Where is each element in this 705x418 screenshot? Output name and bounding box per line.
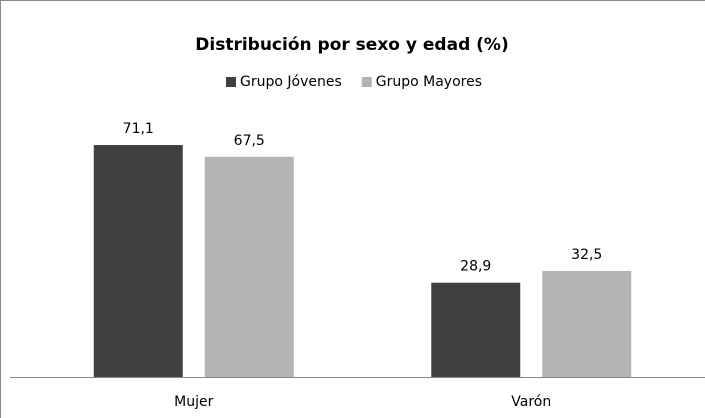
value-label: 32,5	[571, 247, 602, 263]
value-label: 28,9	[460, 259, 491, 275]
legend-label: Grupo Jóvenes	[240, 74, 342, 90]
x-tick-label: Varón	[511, 394, 551, 410]
x-tick-label: Mujer	[174, 394, 213, 410]
bar	[542, 270, 632, 377]
legend-swatch	[226, 77, 236, 87]
bar	[93, 145, 183, 377]
bar	[431, 282, 521, 377]
bar	[204, 156, 294, 377]
chart-title: Distribución por sexo y edad (%)	[195, 35, 508, 55]
value-label: 71,1	[123, 121, 154, 137]
legend-swatch	[361, 77, 372, 87]
value-label: 67,5	[234, 133, 265, 149]
legend-label: Grupo Mayores	[376, 74, 482, 90]
